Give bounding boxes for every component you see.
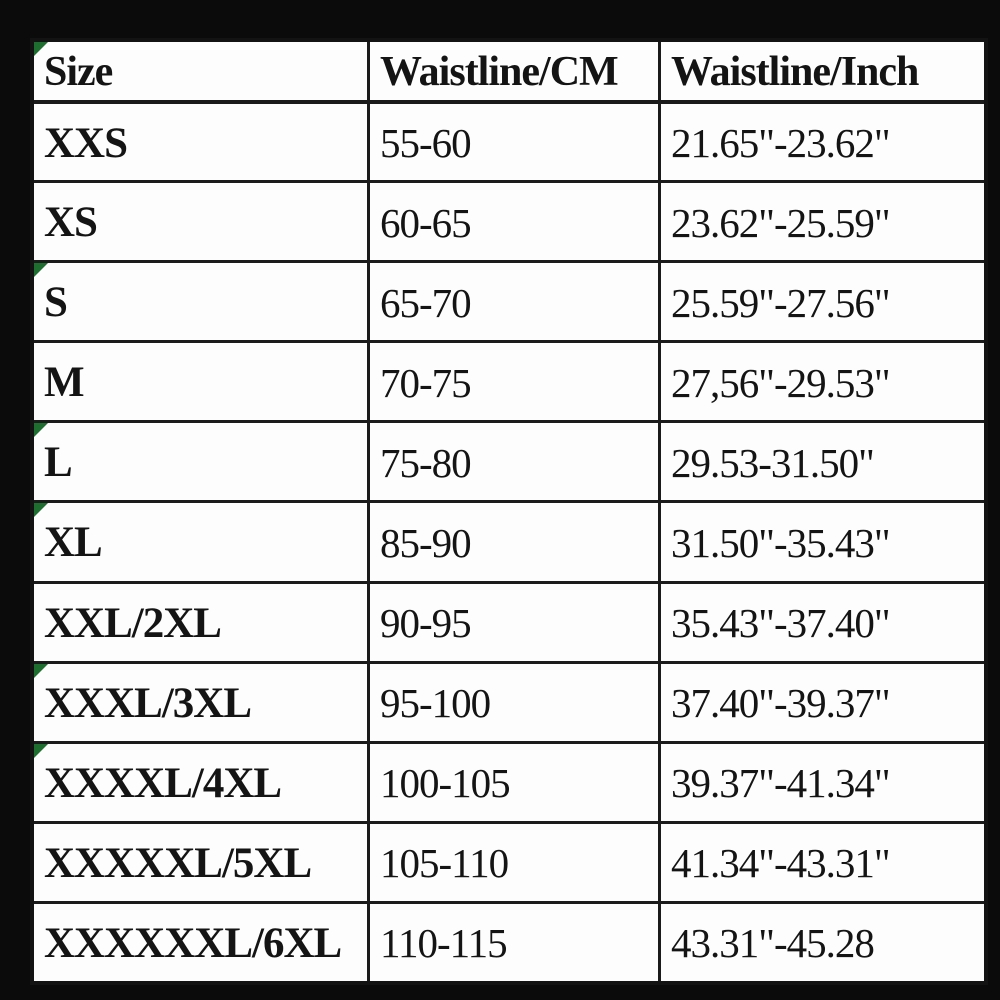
waistline-inch-cell: 39.37"-41.34" (658, 743, 984, 821)
size-chart-table: Size Waistline/CM Waistline/Inch XXS 55-… (30, 38, 988, 985)
waistline-cm-value: 75-80 (380, 439, 472, 486)
waistline-cm-cell: 95-100 (367, 663, 658, 741)
waistline-cm-value: 95-100 (380, 680, 491, 727)
waistline-inch-value: 39.37"-41.34" (671, 760, 891, 807)
column-header-size-label: Size (44, 49, 113, 95)
waistline-cm-value: 110-115 (380, 920, 508, 967)
waistline-cm-value: 60-65 (380, 199, 472, 246)
cell-corner-marker-icon (34, 503, 48, 518)
waistline-inch-value: 43.31"-45.28 (671, 920, 875, 967)
waistline-inch-cell: 43.31"-45.28 (658, 903, 984, 981)
waistline-cm-value: 65-70 (380, 279, 472, 326)
waistline-inch-value: 23.62"-25.59" (671, 199, 891, 246)
waistline-cm-value: 55-60 (380, 120, 472, 167)
waistline-cm-cell: 105-110 (367, 823, 658, 901)
table-row: S 65-70 25.59"-27.56" (34, 260, 984, 341)
table-row: XXXL/3XL 95-100 37.40"-39.37" (34, 660, 984, 741)
waistline-inch-value: 29.53-31.50" (671, 439, 875, 486)
size-cell: L (34, 423, 367, 500)
size-label: S (44, 279, 68, 327)
table-row: XXXXXL/5XL 105-110 41.34"-43.31" (34, 820, 984, 901)
size-label: XXXXL/4XL (44, 759, 282, 807)
header-row: Size Waistline/CM Waistline/Inch (34, 42, 984, 100)
size-cell: XXXXXXL/6XL (34, 904, 367, 981)
size-cell: XXXXXL/5XL (34, 824, 367, 901)
waistline-inch-value: 37.40"-39.37" (671, 680, 891, 727)
cell-corner-marker-icon (34, 743, 48, 758)
cell-corner-marker-icon (34, 423, 48, 438)
waistline-inch-value: 31.50"-35.43" (671, 519, 891, 566)
waistline-cm-value: 85-90 (380, 519, 472, 566)
size-label: M (44, 359, 85, 407)
waistline-inch-cell: 23.62"-25.59" (658, 183, 984, 261)
size-label: L (44, 439, 73, 487)
table-row: L 75-80 29.53-31.50" (34, 420, 984, 501)
column-header-waistline-cm-label: Waistline/CM (380, 49, 619, 95)
waistline-inch-cell: 41.34"-43.31" (658, 823, 984, 901)
size-label: XL (44, 519, 103, 567)
cell-corner-marker-icon (34, 42, 48, 56)
cell-corner-marker-icon (34, 663, 48, 678)
table-row: M 70-75 27,56"-29.53" (34, 340, 984, 421)
size-cell: XXL/2XL (34, 584, 367, 661)
size-label: XXL/2XL (44, 599, 222, 647)
size-cell: XL (34, 503, 367, 580)
waistline-cm-cell: 100-105 (367, 743, 658, 821)
waistline-cm-cell: 65-70 (367, 263, 658, 341)
waistline-cm-value: 100-105 (380, 760, 511, 807)
waistline-cm-cell: 90-95 (367, 583, 658, 661)
waistline-inch-cell: 21.65"-23.62" (658, 104, 984, 181)
size-cell: XXS (34, 104, 367, 180)
size-cell: XS (34, 183, 367, 260)
waistline-inch-cell: 29.53-31.50" (658, 423, 984, 501)
column-header-waistline-inch: Waistline/Inch (658, 42, 984, 100)
waistline-cm-value: 70-75 (380, 359, 472, 406)
column-header-size: Size (34, 42, 367, 100)
waistline-cm-cell: 85-90 (367, 503, 658, 581)
waistline-inch-cell: 35.43"-37.40" (658, 583, 984, 661)
table-row: XXL/2XL 90-95 35.43"-37.40" (34, 580, 984, 661)
waistline-cm-cell: 75-80 (367, 423, 658, 501)
waistline-cm-cell: 70-75 (367, 343, 658, 421)
waistline-inch-cell: 25.59"-27.56" (658, 263, 984, 341)
waistline-inch-cell: 37.40"-39.37" (658, 663, 984, 741)
waistline-inch-value: 41.34"-43.31" (671, 840, 891, 887)
waistline-inch-value: 25.59"-27.56" (671, 279, 891, 326)
size-label: XS (44, 199, 98, 247)
waistline-inch-value: 35.43"-37.40" (671, 600, 891, 647)
table-row: XXXXL/4XL 100-105 39.37"-41.34" (34, 740, 984, 821)
waistline-inch-value: 21.65"-23.62" (671, 120, 891, 167)
column-header-waistline-cm: Waistline/CM (367, 42, 658, 100)
size-cell: S (34, 263, 367, 340)
table-row: XL 85-90 31.50"-35.43" (34, 500, 984, 581)
waistline-inch-cell: 31.50"-35.43" (658, 503, 984, 581)
waistline-cm-cell: 60-65 (367, 183, 658, 261)
table-row: XS 60-65 23.62"-25.59" (34, 180, 984, 261)
size-cell: M (34, 343, 367, 420)
size-label: XXXL/3XL (44, 679, 252, 727)
waistline-cm-value: 105-110 (380, 840, 509, 887)
cell-corner-marker-icon (34, 263, 48, 278)
table-row: XXXXXXL/6XL 110-115 43.31"-45.28 (34, 900, 984, 981)
size-cell: XXXXL/4XL (34, 743, 367, 821)
size-cell: XXXL/3XL (34, 663, 367, 741)
waistline-cm-value: 90-95 (380, 600, 472, 647)
waistline-inch-value: 27,56"-29.53" (671, 359, 891, 406)
waistline-cm-cell: 110-115 (367, 903, 658, 981)
waistline-cm-cell: 55-60 (367, 104, 658, 181)
size-label: XXS (44, 119, 128, 167)
table-row: XXS 55-60 21.65"-23.62" (34, 100, 984, 181)
size-label: XXXXXL/5XL (44, 839, 312, 887)
waistline-inch-cell: 27,56"-29.53" (658, 343, 984, 421)
size-label: XXXXXXL/6XL (44, 919, 342, 967)
column-header-waistline-inch-label: Waistline/Inch (671, 49, 919, 95)
